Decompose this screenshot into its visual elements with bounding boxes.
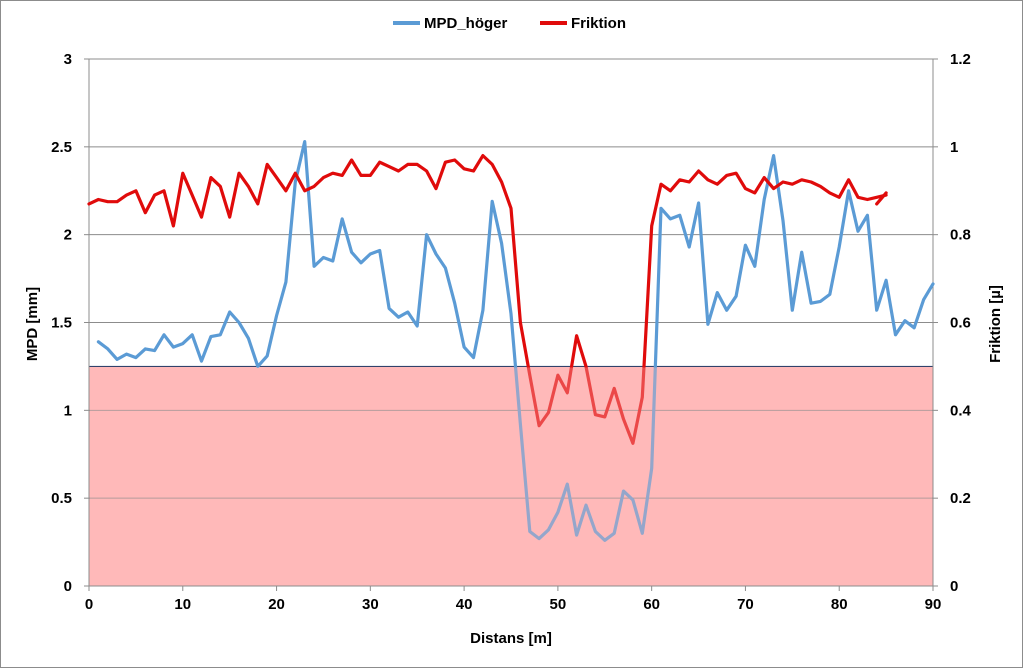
y-tick-label: 3 <box>64 51 72 68</box>
axes <box>84 58 938 591</box>
y2-tick-label: 0.2 <box>950 490 971 507</box>
x-tick-label: 50 <box>550 596 567 613</box>
y2-tick-label: 0.6 <box>950 315 971 332</box>
x-tick-label: 70 <box>737 596 754 613</box>
threshold-band-tint <box>90 367 932 585</box>
y2-tick-label: 0 <box>950 578 958 595</box>
x-tick-label: 0 <box>85 596 93 613</box>
threshold-band-layer <box>88 365 934 587</box>
y2-tick-label: 0.4 <box>950 402 972 419</box>
y2-tick-label: 0.8 <box>950 227 971 244</box>
x-tick-label: 80 <box>831 596 848 613</box>
series-line-friktion-tail <box>875 191 888 206</box>
y2-axis-title: Friktion [µ] <box>987 285 1004 363</box>
y-axis-title: MPD [mm] <box>24 287 41 361</box>
series-layer <box>87 140 935 585</box>
y-tick-label: 0 <box>64 578 72 595</box>
series-line-mpd-h-ger <box>96 140 935 542</box>
legend-label-friktion: Friktion <box>571 15 626 32</box>
x-tick-label: 10 <box>174 596 191 613</box>
legend-label-mpd: MPD_höger <box>424 15 508 32</box>
y-tick-label: 1.5 <box>51 315 72 332</box>
y2-tick-label: 1 <box>950 139 958 156</box>
x-tick-label: 40 <box>456 596 473 613</box>
series-line-friktion <box>87 154 888 445</box>
tick-labels: 0 10 20 30 40 50 60 70 80 9000.511.522.5300.20.40… <box>51 51 971 613</box>
y-tick-label: 1 <box>64 402 72 419</box>
x-axis-title: Distans [m] <box>470 630 552 647</box>
x-tick-label: 90 <box>925 596 942 613</box>
y-tick-label: 2 <box>64 227 72 244</box>
x-tick-label: 60 <box>643 596 660 613</box>
x-tick-label: 30 <box>362 596 379 613</box>
x-tick-label: 20 <box>268 596 285 613</box>
legend: MPD_höger Friktion <box>393 15 626 32</box>
threshold-band <box>88 365 934 587</box>
y2-tick-label: 1.2 <box>950 51 971 68</box>
y-tick-label: 0.5 <box>51 490 72 507</box>
y-tick-label: 2.5 <box>51 139 72 156</box>
